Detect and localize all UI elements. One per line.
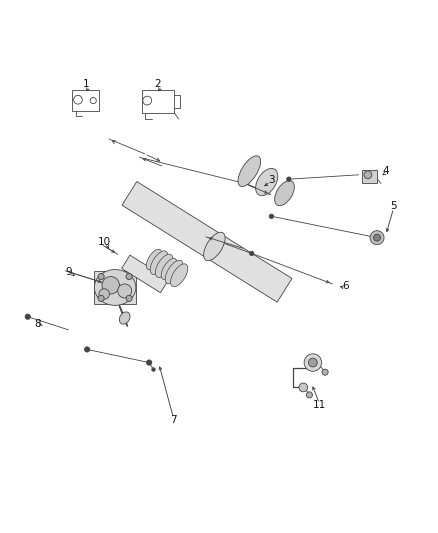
Text: 8: 8 (35, 319, 41, 329)
Circle shape (299, 383, 307, 392)
Circle shape (118, 284, 132, 298)
Text: 3: 3 (268, 175, 275, 185)
Text: 2: 2 (155, 79, 161, 89)
Text: 7: 7 (170, 415, 177, 425)
Ellipse shape (161, 259, 177, 279)
Text: 10: 10 (98, 238, 111, 247)
Circle shape (85, 347, 90, 352)
Polygon shape (122, 255, 169, 293)
Ellipse shape (256, 168, 278, 196)
Ellipse shape (155, 254, 173, 277)
Circle shape (370, 231, 384, 245)
Ellipse shape (94, 270, 136, 305)
Polygon shape (94, 271, 136, 304)
Ellipse shape (119, 312, 130, 324)
Circle shape (250, 251, 254, 256)
Circle shape (126, 295, 132, 302)
Bar (141, 90, 174, 113)
Ellipse shape (170, 264, 188, 287)
Text: 6: 6 (343, 281, 349, 291)
Circle shape (99, 289, 110, 299)
Circle shape (322, 369, 328, 375)
Circle shape (374, 234, 381, 241)
Polygon shape (122, 181, 292, 302)
Text: 5: 5 (390, 201, 397, 211)
Text: 11: 11 (313, 400, 326, 410)
Bar (362, 169, 378, 183)
Circle shape (269, 214, 274, 219)
Ellipse shape (275, 181, 294, 206)
Ellipse shape (146, 249, 162, 270)
Circle shape (98, 273, 104, 280)
Ellipse shape (204, 232, 225, 261)
Circle shape (304, 354, 321, 372)
Circle shape (308, 358, 317, 367)
Text: 9: 9 (65, 266, 72, 277)
Circle shape (25, 314, 30, 319)
Circle shape (147, 360, 152, 365)
Circle shape (287, 177, 291, 181)
Text: 1: 1 (82, 79, 89, 89)
Bar (72, 90, 99, 111)
Text: 4: 4 (382, 166, 389, 176)
Circle shape (102, 277, 120, 294)
Ellipse shape (150, 251, 168, 274)
Circle shape (152, 368, 155, 372)
Circle shape (98, 295, 104, 302)
Circle shape (306, 392, 312, 398)
Circle shape (126, 273, 132, 280)
Ellipse shape (238, 156, 261, 187)
Ellipse shape (165, 260, 183, 284)
Circle shape (364, 171, 372, 179)
